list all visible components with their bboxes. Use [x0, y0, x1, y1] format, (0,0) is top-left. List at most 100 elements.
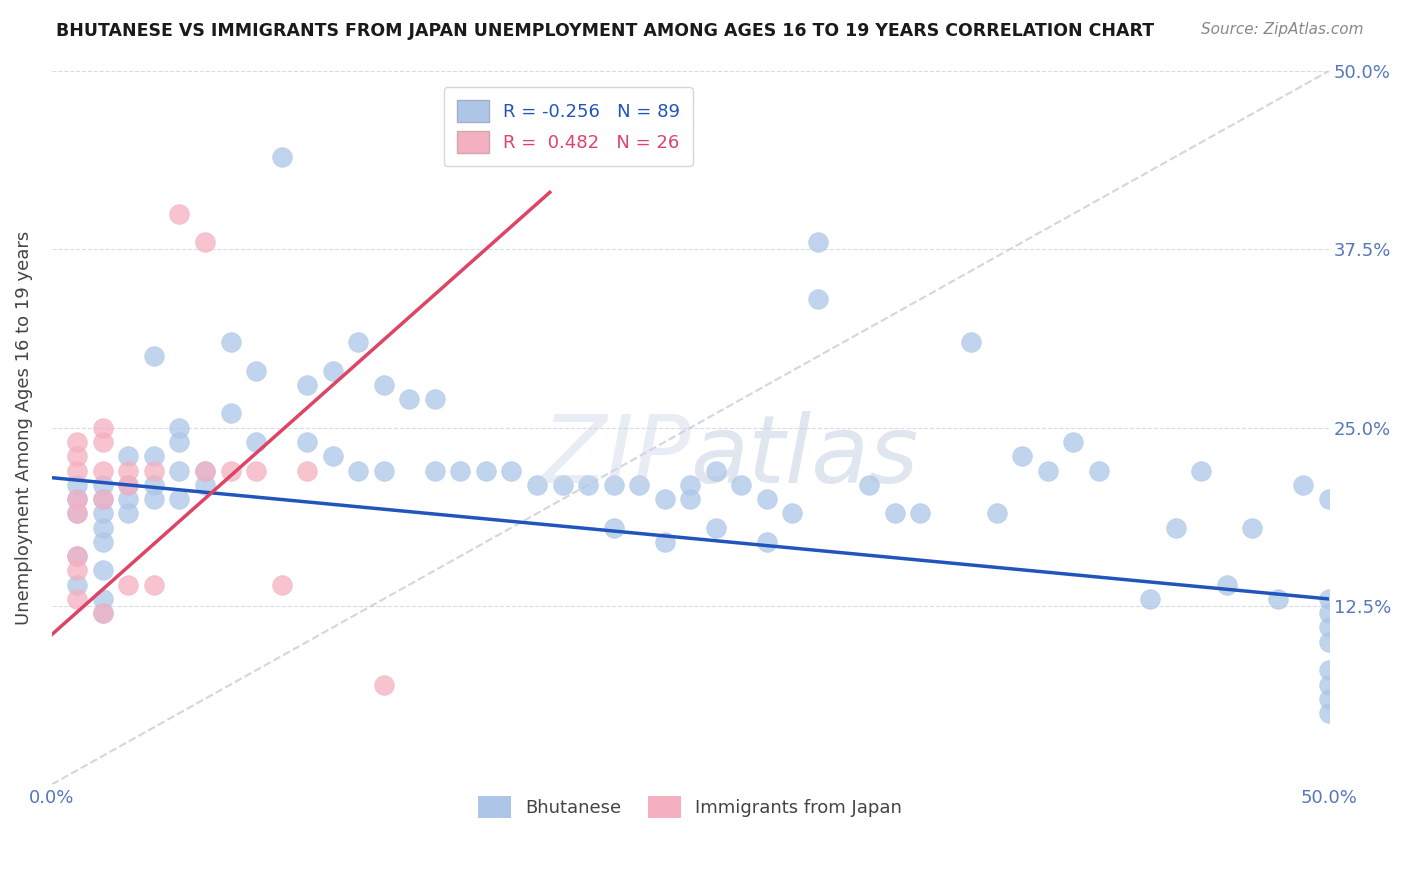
Point	[602, 478, 624, 492]
Point	[1317, 663, 1340, 677]
Point	[782, 507, 804, 521]
Point	[91, 492, 114, 507]
Point	[322, 364, 344, 378]
Point	[526, 478, 548, 492]
Point	[91, 591, 114, 606]
Point	[807, 293, 830, 307]
Point	[142, 492, 165, 507]
Point	[1317, 620, 1340, 634]
Point	[91, 435, 114, 450]
Point	[117, 464, 139, 478]
Point	[169, 464, 191, 478]
Point	[295, 378, 318, 392]
Point	[91, 606, 114, 620]
Point	[1317, 634, 1340, 648]
Point	[908, 507, 931, 521]
Point	[142, 450, 165, 464]
Point	[1317, 591, 1340, 606]
Point	[91, 492, 114, 507]
Point	[245, 435, 267, 450]
Point	[142, 464, 165, 478]
Point	[501, 464, 523, 478]
Point	[347, 464, 370, 478]
Point	[654, 492, 676, 507]
Point	[66, 577, 89, 591]
Point	[169, 435, 191, 450]
Point	[628, 478, 651, 492]
Point	[117, 478, 139, 492]
Point	[1317, 691, 1340, 706]
Point	[91, 606, 114, 620]
Point	[1088, 464, 1111, 478]
Point	[66, 549, 89, 563]
Point	[142, 478, 165, 492]
Point	[960, 335, 983, 350]
Point	[295, 464, 318, 478]
Text: ZIP: ZIP	[541, 411, 690, 502]
Point	[219, 464, 242, 478]
Point	[169, 421, 191, 435]
Point	[91, 421, 114, 435]
Text: Source: ZipAtlas.com: Source: ZipAtlas.com	[1201, 22, 1364, 37]
Point	[423, 392, 446, 407]
Point	[730, 478, 752, 492]
Point	[1241, 520, 1264, 534]
Point	[66, 464, 89, 478]
Point	[322, 450, 344, 464]
Point	[347, 335, 370, 350]
Point	[1317, 706, 1340, 720]
Point	[373, 378, 395, 392]
Point	[449, 464, 471, 478]
Point	[755, 534, 778, 549]
Point	[373, 677, 395, 691]
Point	[194, 464, 217, 478]
Point	[1139, 591, 1161, 606]
Point	[1189, 464, 1212, 478]
Point	[1267, 591, 1289, 606]
Point	[270, 150, 292, 164]
Point	[755, 492, 778, 507]
Point	[1164, 520, 1187, 534]
Point	[66, 549, 89, 563]
Point	[117, 450, 139, 464]
Point	[142, 577, 165, 591]
Point	[66, 492, 89, 507]
Point	[576, 478, 599, 492]
Point	[373, 464, 395, 478]
Point	[194, 235, 217, 250]
Point	[883, 507, 905, 521]
Point	[602, 520, 624, 534]
Point	[142, 350, 165, 364]
Point	[219, 335, 242, 350]
Point	[194, 478, 217, 492]
Point	[194, 464, 217, 478]
Point	[66, 450, 89, 464]
Point	[475, 464, 498, 478]
Point	[270, 577, 292, 591]
Point	[654, 534, 676, 549]
Point	[91, 507, 114, 521]
Y-axis label: Unemployment Among Ages 16 to 19 years: Unemployment Among Ages 16 to 19 years	[15, 231, 32, 625]
Point	[91, 464, 114, 478]
Point	[1215, 577, 1237, 591]
Point	[91, 563, 114, 577]
Point	[66, 563, 89, 577]
Point	[66, 478, 89, 492]
Point	[679, 478, 702, 492]
Point	[704, 520, 727, 534]
Point	[1317, 606, 1340, 620]
Point	[66, 492, 89, 507]
Point	[679, 492, 702, 507]
Point	[245, 464, 267, 478]
Point	[66, 591, 89, 606]
Text: atlas: atlas	[690, 411, 918, 502]
Point	[1062, 435, 1084, 450]
Point	[1317, 677, 1340, 691]
Point	[117, 478, 139, 492]
Text: BHUTANESE VS IMMIGRANTS FROM JAPAN UNEMPLOYMENT AMONG AGES 16 TO 19 YEARS CORREL: BHUTANESE VS IMMIGRANTS FROM JAPAN UNEMP…	[56, 22, 1154, 40]
Point	[1317, 492, 1340, 507]
Point	[169, 207, 191, 221]
Point	[858, 478, 880, 492]
Point	[91, 520, 114, 534]
Point	[423, 464, 446, 478]
